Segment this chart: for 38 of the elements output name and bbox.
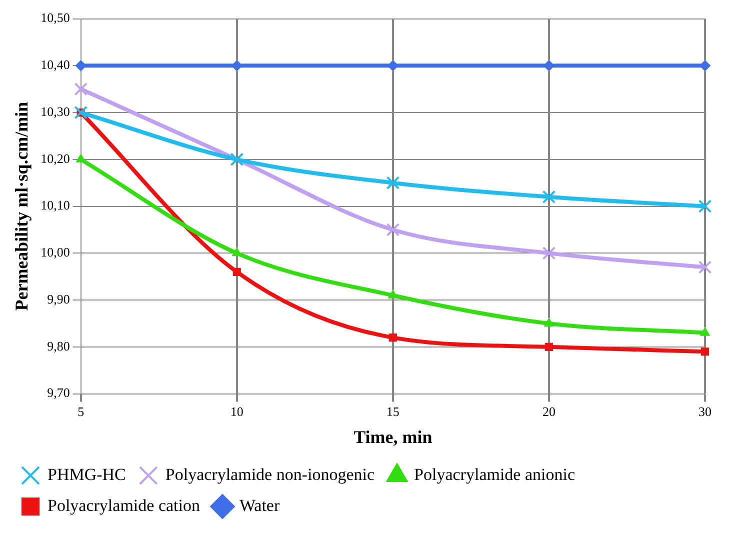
x-tick-label: 15: [386, 404, 400, 420]
point: [75, 60, 86, 72]
y-tick-label: 10,00: [40, 244, 70, 260]
point: [386, 223, 400, 236]
x-tick-label: 20: [542, 404, 556, 420]
point: [388, 334, 397, 342]
x-tick-label: 30: [698, 404, 712, 420]
y-tick-label: 10,20: [40, 150, 70, 166]
y-tick-label: 9,80: [47, 338, 70, 354]
y-axis-title: Permeability ml·sq.cm/min: [11, 102, 32, 311]
legend-label: Polyacrylamide non-ionogenic: [165, 464, 375, 484]
legend-label: Polyacrylamide anionic: [414, 464, 576, 484]
point: [700, 327, 710, 336]
y-tick-label: 9,70: [47, 385, 70, 400]
y-tick-label: 10,30: [40, 104, 70, 119]
legend-label: Polyacrylamide cation: [48, 496, 200, 515]
point: [698, 260, 712, 274]
point: [544, 318, 554, 326]
legend-label: Water: [239, 496, 280, 515]
y-tick-label: 10,50: [40, 10, 70, 26]
point: [542, 190, 556, 204]
legend-label: PHMG-HC: [48, 464, 126, 484]
y-tick-label: 10,10: [40, 198, 70, 213]
point: [544, 342, 553, 351]
x-tick-label: 5: [78, 404, 84, 420]
point: [698, 200, 712, 213]
x-tick-label: 10: [230, 404, 244, 420]
point: [386, 176, 400, 190]
point: [542, 246, 556, 260]
point: [700, 60, 710, 72]
x-axis-title: Time, min: [354, 426, 432, 447]
point: [74, 82, 88, 96]
y-tick-label: 10,40: [40, 57, 70, 72]
y-tick-label: 9,90: [47, 291, 70, 306]
point: [232, 268, 241, 276]
point: [700, 348, 710, 356]
point: [76, 154, 86, 162]
point: [388, 290, 398, 298]
